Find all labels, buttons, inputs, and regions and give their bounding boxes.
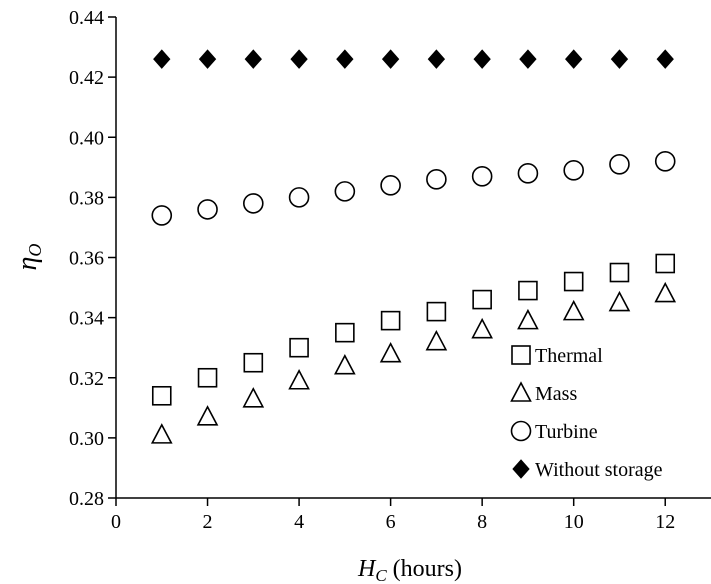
y-tick-label: 0.30 bbox=[69, 428, 104, 450]
data-point-turbine bbox=[654, 151, 676, 172]
data-point-mass bbox=[150, 423, 173, 444]
data-point-thermal bbox=[151, 385, 172, 406]
y-tick-label: 0.40 bbox=[69, 127, 104, 149]
data-point-without-storage bbox=[473, 49, 491, 69]
data-point-without-storage bbox=[427, 49, 446, 69]
legend-label-mass: Mass bbox=[535, 383, 577, 405]
legend: Thermal Mass Turbine Without storage bbox=[510, 345, 663, 481]
legend-marker-mass bbox=[510, 381, 532, 402]
data-point-mass bbox=[242, 387, 265, 408]
data-point-mass bbox=[654, 281, 677, 303]
legend-marker-turbine bbox=[510, 420, 532, 442]
data-point-mass bbox=[334, 354, 356, 375]
x-tick-label: 4 bbox=[294, 511, 304, 533]
data-point-turbine bbox=[517, 163, 539, 184]
data-point-without-storage bbox=[381, 49, 400, 69]
data-point-turbine bbox=[471, 166, 493, 187]
data-point-mass bbox=[288, 369, 310, 390]
data-point-mass bbox=[471, 317, 493, 339]
x-tick-label: 2 bbox=[203, 511, 213, 533]
x-tick-label: 0 bbox=[111, 511, 121, 533]
data-point-thermal bbox=[380, 310, 401, 331]
data-point-turbine bbox=[197, 199, 218, 220]
y-tick-label: 0.34 bbox=[69, 308, 104, 330]
data-point-mass bbox=[425, 329, 448, 351]
legend-marker-without-storage bbox=[512, 459, 530, 479]
data-point-turbine bbox=[380, 175, 401, 196]
series-mass bbox=[150, 281, 677, 444]
x-tick-label: 10 bbox=[564, 511, 584, 533]
y-tick-label: 0.36 bbox=[69, 248, 104, 270]
data-point-mass bbox=[517, 308, 539, 330]
y-tick-label: 0.42 bbox=[69, 67, 104, 89]
data-point-thermal bbox=[289, 337, 309, 358]
x-axis-label: HC (hours) bbox=[357, 556, 462, 584]
data-point-turbine bbox=[563, 160, 584, 181]
data-point-mass bbox=[562, 299, 585, 321]
y-ticks: 0.28 0.30 0.32 0.34 0.36 0.38 0.40 0.42 0.44 bbox=[69, 7, 116, 510]
y-axis-label: ηO bbox=[12, 244, 45, 271]
legend-marker-thermal bbox=[511, 345, 531, 365]
data-point-thermal bbox=[426, 301, 447, 322]
x-tick-label: 8 bbox=[477, 511, 487, 533]
data-point-turbine bbox=[334, 181, 356, 202]
data-point-thermal bbox=[243, 352, 264, 373]
data-point-thermal bbox=[655, 253, 676, 274]
data-point-turbine bbox=[288, 187, 310, 208]
data-point-without-storage bbox=[610, 49, 629, 69]
data-point-mass bbox=[608, 290, 631, 312]
data-point-thermal bbox=[609, 262, 630, 283]
x-tick-label: 12 bbox=[655, 511, 675, 533]
data-point-without-storage bbox=[153, 49, 171, 69]
data-point-mass bbox=[379, 341, 402, 363]
x-ticks: 0 2 4 6 8 10 12 bbox=[111, 498, 675, 533]
data-point-mass bbox=[196, 405, 219, 426]
data-point-without-storage bbox=[290, 49, 308, 69]
y-tick-label: 0.44 bbox=[69, 7, 104, 29]
data-point-turbine bbox=[426, 169, 447, 190]
data-point-turbine bbox=[609, 154, 630, 175]
plot-area: 0.28 0.30 0.32 0.34 0.36 0.38 0.40 0.42 0.44 0 2 4… bbox=[69, 7, 711, 533]
y-tick-label: 0.38 bbox=[69, 187, 104, 209]
data-point-without-storage bbox=[336, 49, 354, 69]
data-point-thermal bbox=[335, 322, 355, 343]
data-point-without-storage bbox=[198, 49, 217, 69]
data-point-without-storage bbox=[244, 49, 262, 69]
data-point-thermal bbox=[472, 289, 492, 310]
data-point-without-storage bbox=[565, 49, 583, 69]
data-point-turbine bbox=[151, 205, 173, 226]
series-turbine bbox=[151, 151, 676, 226]
data-point-without-storage bbox=[519, 49, 537, 69]
y-tick-label: 0.28 bbox=[69, 488, 104, 510]
data-point-turbine bbox=[243, 193, 264, 214]
x-tick-label: 6 bbox=[386, 511, 396, 533]
data-point-without-storage bbox=[656, 49, 674, 69]
series-thermal bbox=[151, 253, 676, 406]
legend-label-thermal: Thermal bbox=[535, 345, 603, 367]
series-without-storage bbox=[153, 49, 674, 69]
series-layer bbox=[150, 49, 677, 444]
data-point-thermal bbox=[197, 367, 218, 388]
y-tick-label: 0.32 bbox=[69, 368, 104, 390]
data-point-thermal bbox=[563, 271, 584, 292]
data-point-thermal bbox=[518, 280, 538, 301]
legend-label-without-storage: Without storage bbox=[535, 459, 663, 481]
legend-label-turbine: Turbine bbox=[535, 421, 598, 443]
